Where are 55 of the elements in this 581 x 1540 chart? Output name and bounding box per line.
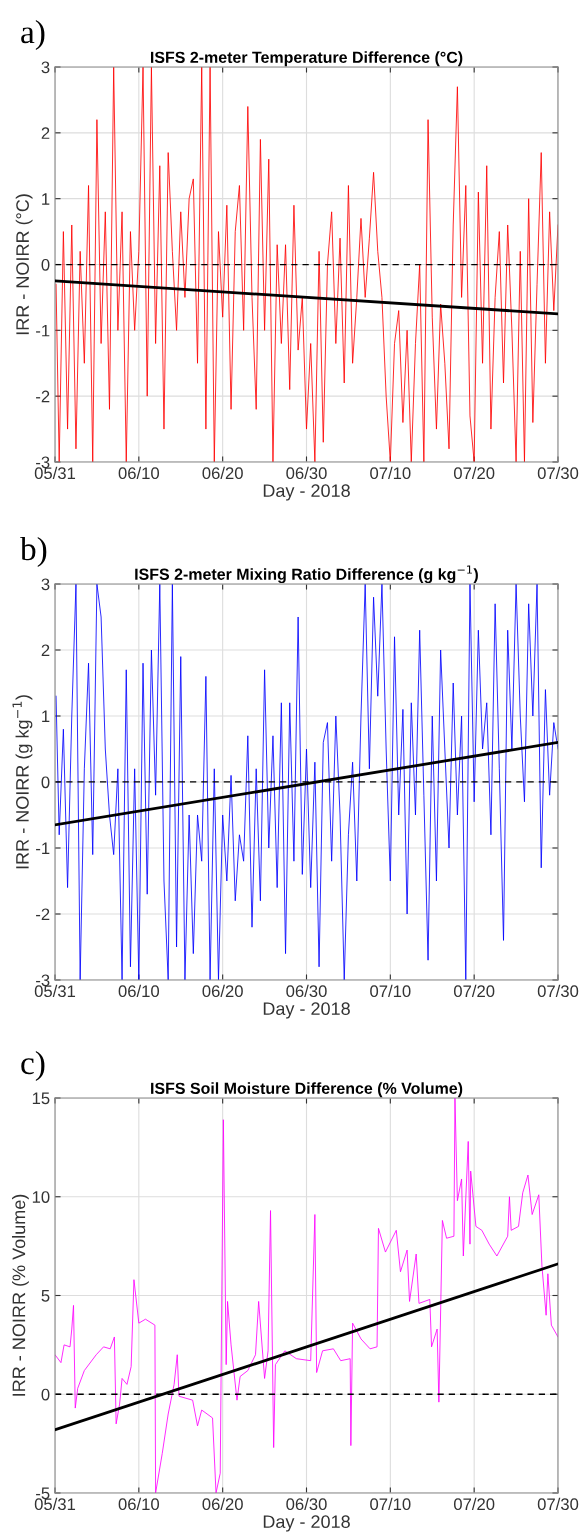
x-tick-label: 06/30 <box>286 984 327 998</box>
text: a) <box>21 19 45 51</box>
chart-title: ISFS Soil Moisture Difference (% Volume) <box>151 1082 463 1098</box>
y-axis-title: IRR - NOIRR (% Volume) <box>11 1194 29 1396</box>
x-tick-label: 07/30 <box>537 466 579 480</box>
x-tick-label: 05/31 <box>34 466 76 480</box>
y-tick-label: 15 <box>32 1092 50 1105</box>
y-tick-label: 5 <box>41 1290 50 1302</box>
x-axis-title: Day - 2018 <box>263 1002 350 1019</box>
y-tick-label: 2 <box>41 644 50 657</box>
y-tick-label: 3 <box>41 61 50 74</box>
y-tick-label: -5 <box>36 1487 50 1500</box>
chart-title: ISFS 2-meter Mixing Ratio Difference (g kg$^{−1}$) <box>135 565 478 584</box>
x-tick-label: 06/20 <box>202 1497 243 1511</box>
x-axis-title: Day - 2018 <box>263 1515 350 1532</box>
x-tick-label: 07/20 <box>453 1497 495 1511</box>
x-tick-label: 06/20 <box>202 466 243 480</box>
line-series <box>55 584 558 980</box>
x-tick-label: 06/20 <box>202 984 243 998</box>
line-series <box>55 1098 558 1493</box>
chart-title: ISFS 2-meter Temperature Difference (°C) <box>150 51 463 67</box>
y-tick-label: -2 <box>36 908 50 921</box>
y-tick-label: -3 <box>36 974 50 987</box>
y-tick-label: -1 <box>36 324 50 337</box>
x-tick-label: 07/20 <box>453 466 495 480</box>
text: b) <box>20 536 47 568</box>
x-tick-label: 05/31 <box>34 1497 76 1511</box>
y-axis-title: IRR - NOIRR (°C) <box>15 194 33 335</box>
x-tick-label: 06/10 <box>118 1497 160 1511</box>
x-tick-label: 07/10 <box>370 1497 411 1511</box>
y-tick-label: 2 <box>41 127 50 139</box>
x-tick-label: 07/10 <box>370 984 411 998</box>
x-tick-label: 06/10 <box>118 984 160 998</box>
x-tick-label: 07/10 <box>370 466 411 480</box>
x-tick-label: 05/31 <box>34 984 76 998</box>
line-series <box>55 67 558 462</box>
x-tick-label: 06/30 <box>286 1497 327 1511</box>
y-tick-label: 3 <box>41 578 50 591</box>
y-tick-label: 0 <box>41 258 50 271</box>
x-tick-label: 06/30 <box>286 466 327 480</box>
y-tick-label: 1 <box>42 193 50 205</box>
text: c) <box>21 1050 45 1082</box>
x-tick-label: 07/30 <box>537 1497 579 1511</box>
y-tick-label: -1 <box>36 842 50 855</box>
y-axis-title: IRR - NOIRR (g kg$^{−1}$) <box>12 695 33 869</box>
x-tick-label: 07/20 <box>453 984 495 998</box>
y-tick-label: 0 <box>41 776 50 789</box>
y-tick-label: -3 <box>36 456 50 469</box>
y-tick-label: 0 <box>41 1388 50 1401</box>
y-tick-label: -2 <box>36 390 50 403</box>
x-tick-label: 06/10 <box>118 466 160 480</box>
y-tick-label: 10 <box>32 1191 50 1203</box>
x-tick-label: 07/30 <box>537 984 579 998</box>
y-tick-label: 1 <box>42 710 50 723</box>
x-axis-title: Day - 2018 <box>263 484 350 501</box>
